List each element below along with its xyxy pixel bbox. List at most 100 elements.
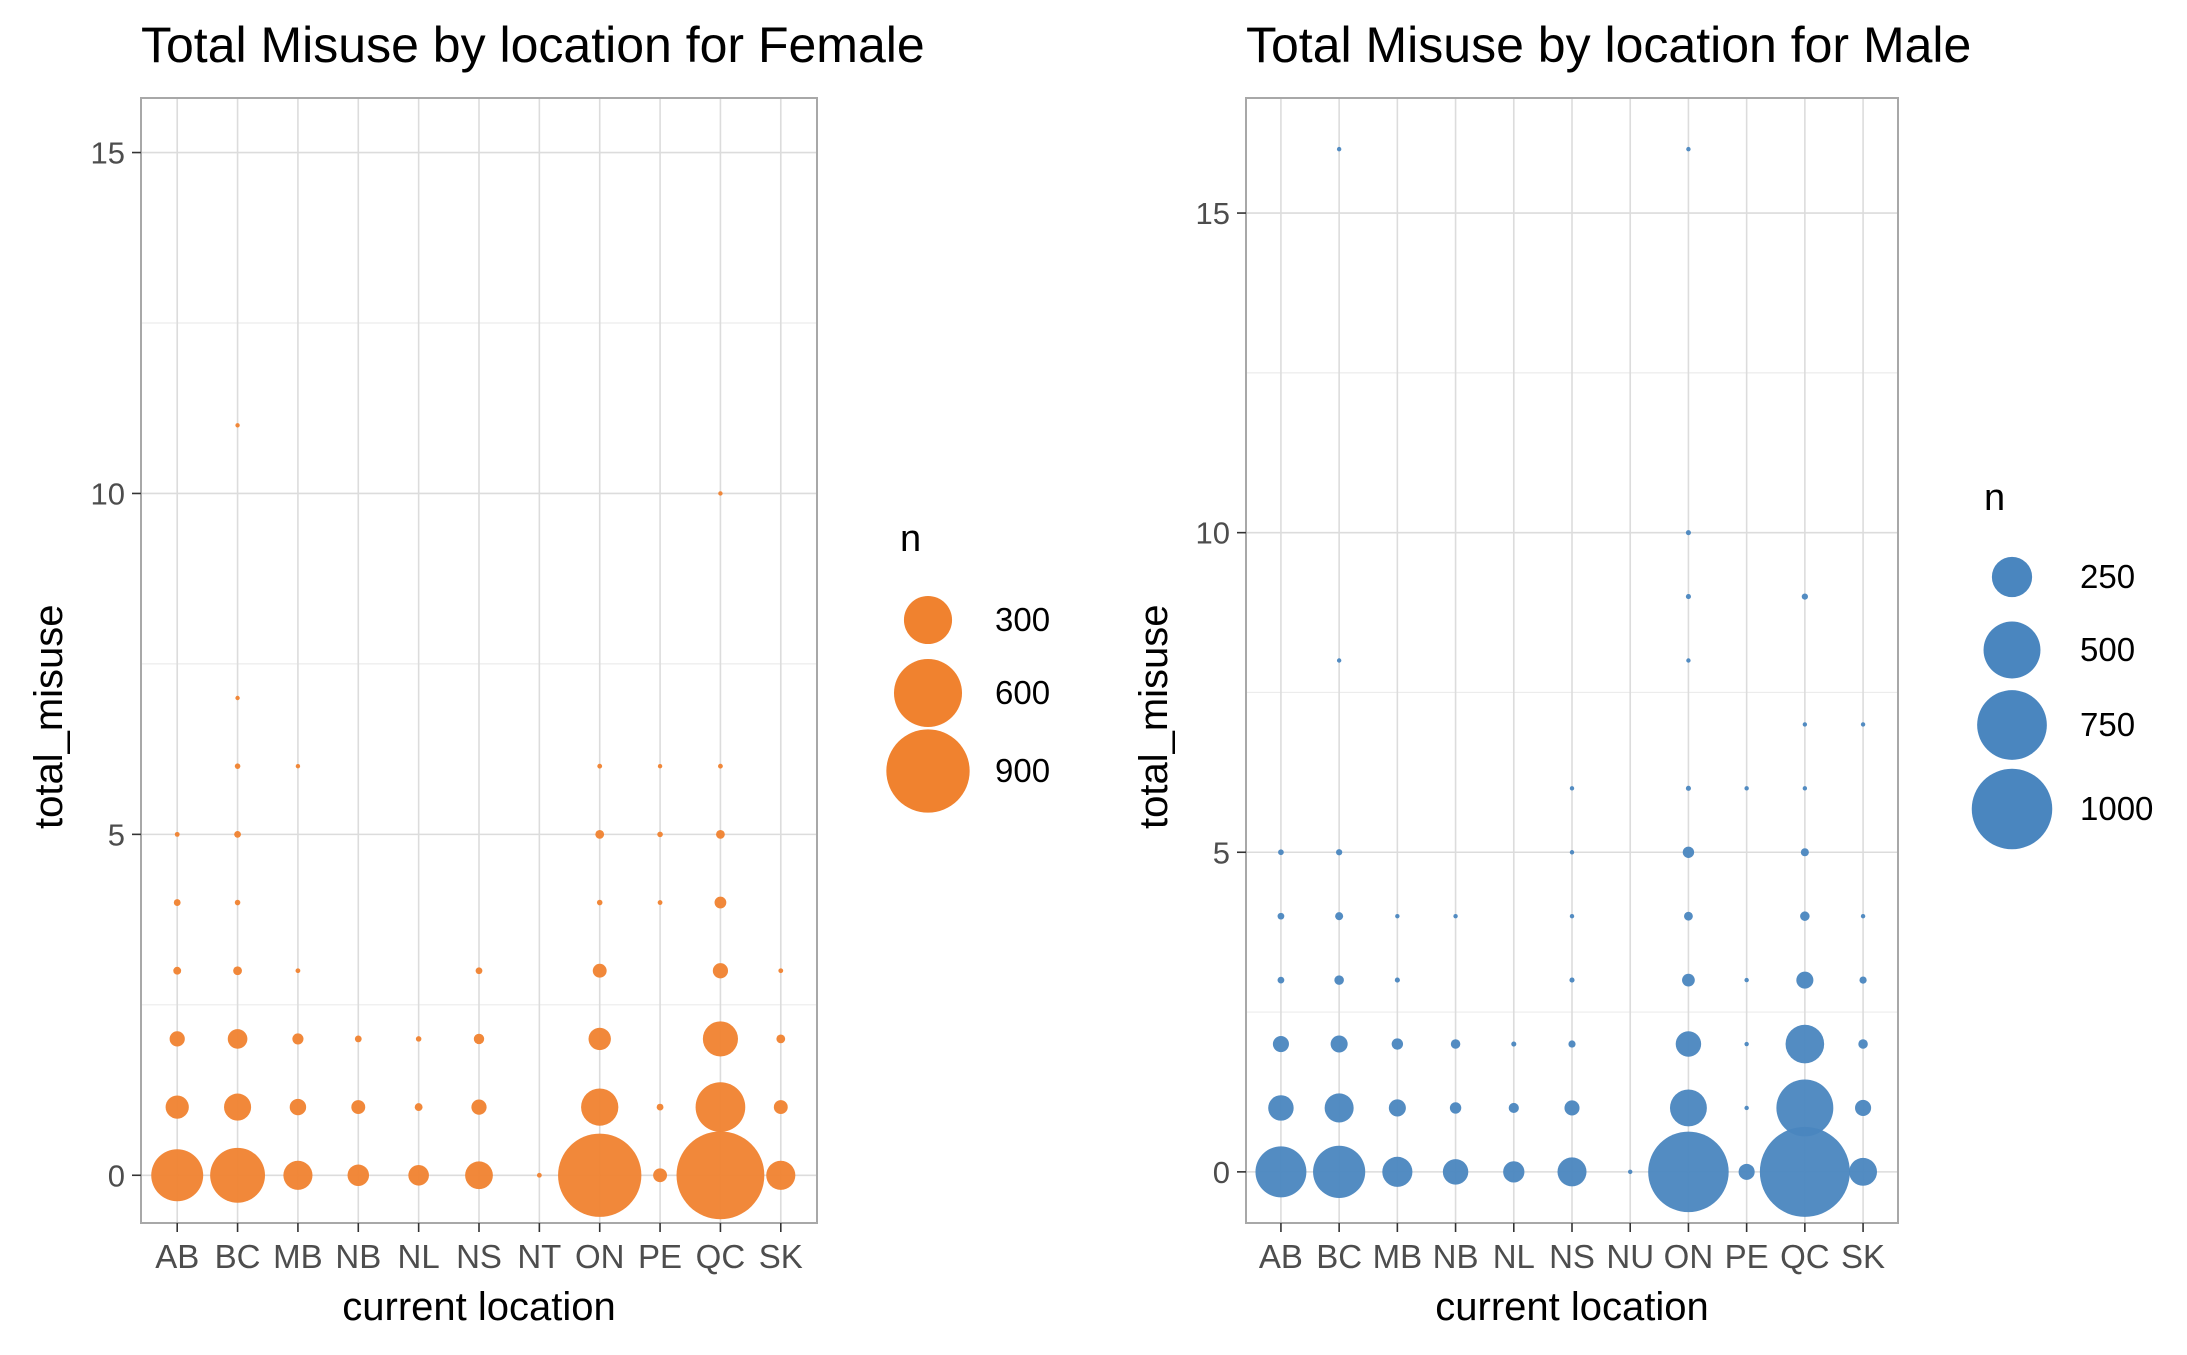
- data-point: [1278, 849, 1284, 856]
- data-point: [471, 1099, 487, 1115]
- x-tick-label: BC: [1316, 1238, 1362, 1275]
- data-point: [657, 763, 663, 769]
- data-point: [289, 1098, 307, 1116]
- data-point: [1336, 849, 1343, 856]
- data-point: [1686, 146, 1691, 152]
- data-point: [1334, 975, 1344, 985]
- x-tick-label: QC: [696, 1238, 746, 1275]
- legend-title: n: [1984, 477, 2005, 519]
- x-tick-label: MB: [273, 1238, 323, 1275]
- data-point: [1277, 912, 1285, 920]
- data-point: [1859, 976, 1867, 984]
- data-point: [773, 1100, 788, 1115]
- data-point: [210, 1147, 265, 1203]
- data-point: [595, 829, 605, 839]
- y-tick-label: 0: [1213, 1155, 1230, 1190]
- data-point: [1503, 1161, 1525, 1183]
- legend-key-label: 900: [995, 752, 1050, 789]
- data-point: [592, 963, 607, 978]
- legend-key-label: 1000: [2080, 790, 2153, 827]
- data-point: [465, 1161, 493, 1190]
- data-point: [581, 1088, 619, 1126]
- legend-key-circle: [1971, 768, 2053, 850]
- data-point: [1324, 1093, 1354, 1123]
- legend-key-label: 600: [995, 674, 1050, 711]
- x-tick-label: PE: [1725, 1238, 1769, 1275]
- data-point: [151, 1149, 204, 1202]
- data-point: [1849, 1157, 1878, 1186]
- data-point: [1335, 912, 1344, 921]
- data-point: [295, 763, 301, 769]
- x-tick-label: PE: [638, 1238, 682, 1275]
- legend-key-circle: [1977, 690, 2047, 760]
- data-point: [1855, 1099, 1872, 1116]
- data-point: [1450, 1039, 1461, 1049]
- data-point: [1800, 911, 1810, 921]
- data-point: [1557, 1157, 1587, 1187]
- data-point: [597, 763, 603, 769]
- data-point: [415, 1036, 422, 1042]
- data-point: [1738, 1163, 1755, 1180]
- legend-key-label: 300: [995, 601, 1050, 638]
- data-point: [1785, 1024, 1825, 1064]
- data-point: [1336, 658, 1342, 663]
- data-point: [1675, 1031, 1702, 1057]
- data-point: [1382, 1156, 1413, 1187]
- legend-key-label: 500: [2080, 631, 2135, 668]
- data-point: [235, 695, 240, 701]
- legend-key-label: 250: [2080, 558, 2135, 595]
- data-point: [234, 830, 241, 838]
- legend-title: n: [900, 518, 921, 560]
- data-point: [1453, 913, 1458, 919]
- size-legend: n 250 500 750 1000: [1971, 477, 2153, 850]
- data-point: [1394, 977, 1400, 983]
- data-point: [1255, 1146, 1307, 1198]
- data-point: [1744, 1041, 1749, 1047]
- data-point: [1569, 850, 1575, 855]
- data-point: [1511, 1041, 1517, 1047]
- legend-key-label: 750: [2080, 706, 2135, 743]
- data-point: [712, 963, 729, 979]
- data-point: [1744, 786, 1749, 791]
- data-point: [596, 899, 603, 906]
- data-point: [1685, 530, 1691, 536]
- x-tick-label: NS: [456, 1238, 502, 1275]
- data-point: [714, 896, 727, 909]
- data-point: [408, 1164, 429, 1186]
- x-tick-label: SK: [759, 1238, 803, 1275]
- data-point: [778, 968, 784, 974]
- data-point: [1268, 1095, 1294, 1121]
- data-point: [1685, 785, 1691, 791]
- data-point: [1860, 722, 1866, 727]
- data-point: [1569, 913, 1575, 919]
- data-point: [347, 1164, 370, 1187]
- x-tick-label: QC: [1780, 1238, 1830, 1275]
- data-point: [1508, 1102, 1519, 1114]
- data-point: [1801, 593, 1808, 600]
- data-point: [702, 1021, 738, 1057]
- y-axis-title: total_misuse: [1132, 604, 1176, 829]
- x-tick-label: NL: [398, 1238, 440, 1275]
- data-point: [1277, 976, 1285, 984]
- data-point: [1802, 786, 1808, 791]
- data-point: [536, 1172, 542, 1178]
- chart-panel-2: 0 5 10 15 AB BC MB NB NL NS NU ON PE QC SK current loca…: [1132, 17, 2153, 1329]
- data-point: [1682, 973, 1695, 987]
- data-point: [292, 1033, 304, 1045]
- data-point: [1802, 722, 1808, 727]
- data-point: [656, 1103, 664, 1111]
- x-tick-label: MB: [1373, 1238, 1423, 1275]
- data-point: [165, 1095, 189, 1119]
- data-point: [1628, 1169, 1633, 1175]
- x-tick-label: NS: [1549, 1238, 1595, 1275]
- data-point: [657, 900, 663, 905]
- data-point: [558, 1133, 642, 1217]
- data-point: [1669, 1089, 1707, 1127]
- chart-panel-1: 0 5 10 15 AB BC MB NB NL NS NT ON PE QC SK current loca…: [27, 17, 1050, 1329]
- x-tick-label: BC: [215, 1238, 261, 1275]
- x-tick-label: NB: [335, 1238, 381, 1275]
- data-point: [354, 1035, 362, 1043]
- y-axis-title: total_misuse: [27, 604, 71, 829]
- data-point: [1395, 913, 1400, 919]
- data-point: [718, 763, 723, 769]
